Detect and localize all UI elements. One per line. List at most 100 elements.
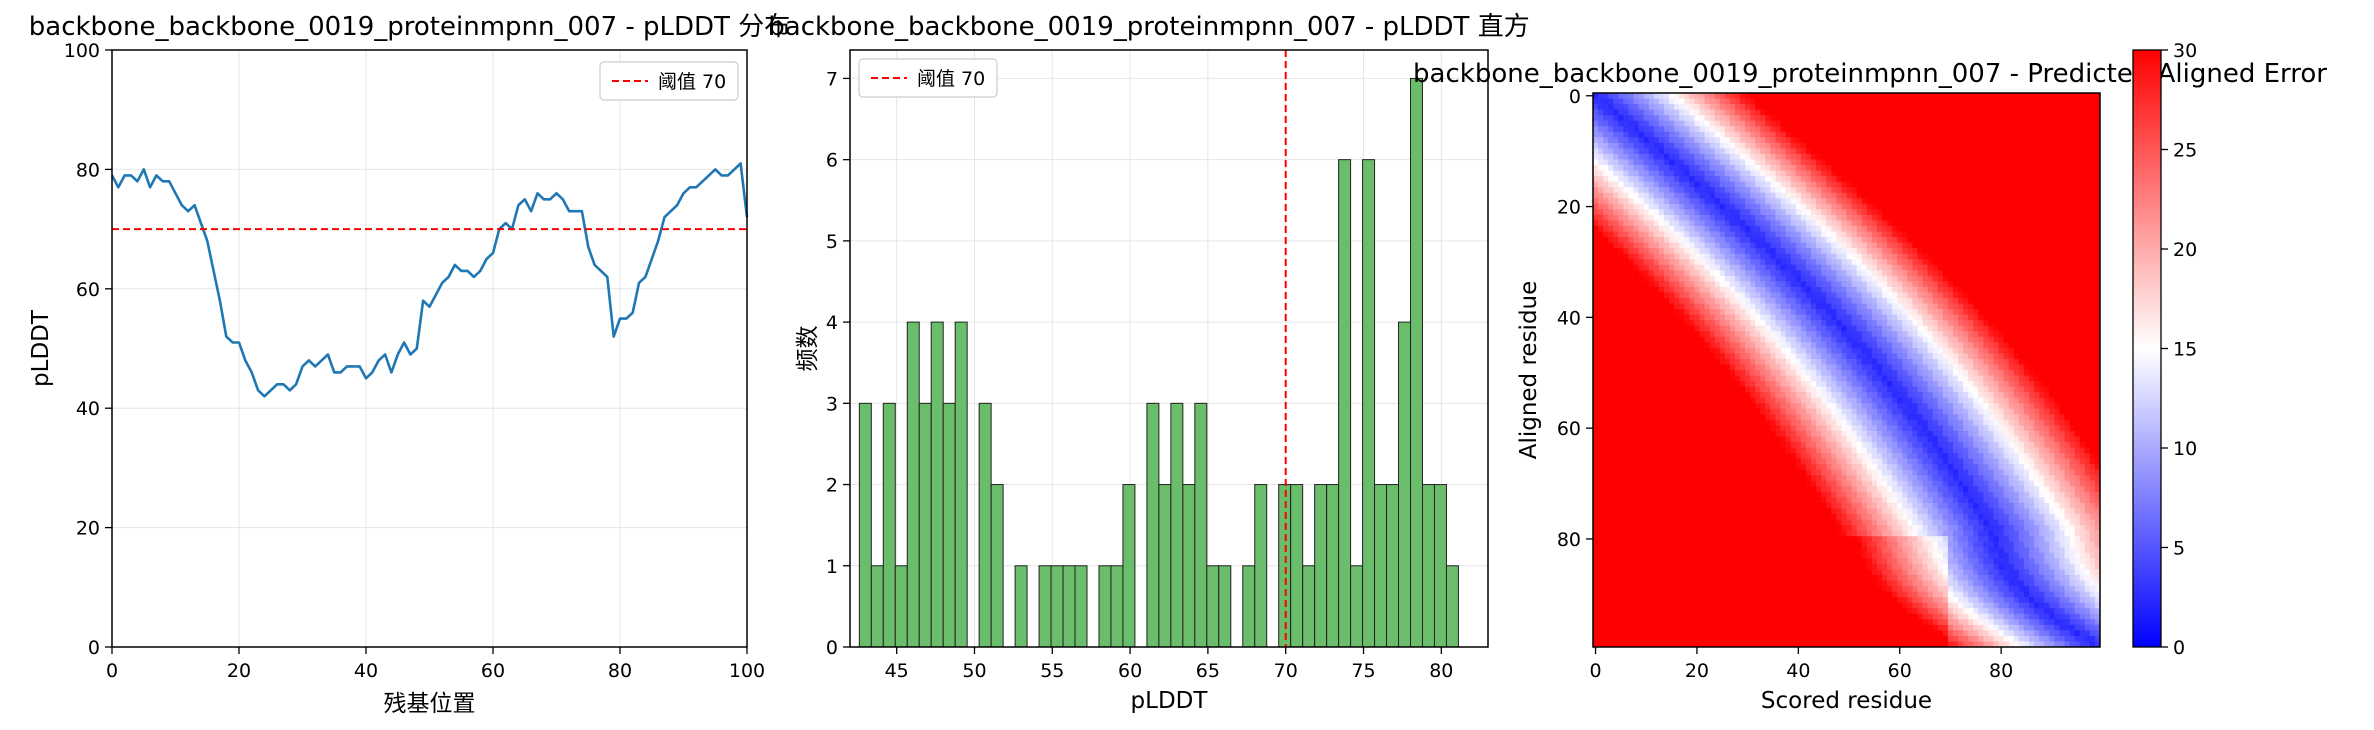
heatmap-cell [1658, 275, 1665, 282]
heatmap-cell [1963, 309, 1969, 315]
heatmap-cell [2049, 120, 2055, 127]
heatmap-cell [1724, 203, 1731, 210]
heatmap-cell [1826, 203, 1832, 210]
heatmap-cell [1876, 264, 1883, 271]
heatmap-cell [1765, 297, 1771, 304]
heatmap-cell [1795, 297, 1802, 304]
heatmap-cell [1973, 281, 1979, 288]
heatmap-cell [1684, 231, 1690, 238]
heatmap-cell [1836, 170, 1842, 177]
heatmap-cell [2094, 187, 2101, 194]
heatmap-cell [2094, 275, 2101, 282]
heatmap-cell [1795, 209, 1802, 216]
heatmap-cell [1699, 353, 1705, 360]
heatmap-cell [1856, 148, 1863, 155]
heatmap-cell [1694, 165, 1700, 171]
heatmap-cell [1593, 347, 1599, 354]
heatmap-cell [1932, 259, 1939, 266]
heatmap-cell [2089, 170, 2096, 177]
heatmap-cell [1912, 137, 1918, 144]
heatmap-cell [1968, 93, 1974, 99]
heatmap-cell [1643, 353, 1650, 360]
heatmap-cell [1765, 137, 1771, 144]
heatmap-cell [1963, 353, 1969, 360]
heatmap-cell [1785, 303, 1792, 310]
heatmap-cell [1694, 347, 1700, 354]
heatmap-cell [1811, 187, 1817, 194]
heatmap-cell [1983, 214, 1989, 221]
heatmap-cell [1709, 192, 1716, 199]
heatmap-cell [1719, 198, 1726, 205]
heatmap-cell [1826, 187, 1832, 194]
heatmap-cell [1831, 309, 1837, 315]
heatmap-cell [1947, 303, 1954, 310]
heatmap-cell [1866, 120, 1873, 127]
heatmap-cell [1968, 104, 1974, 111]
heatmap-cell [1745, 248, 1751, 255]
heatmap-cell [1623, 292, 1629, 299]
heatmap-cell [1729, 225, 1736, 232]
heatmap-cell [2054, 214, 2060, 221]
heatmap-cell [1709, 297, 1716, 304]
heatmap-cell [1988, 93, 1994, 99]
heatmap-cell [1805, 270, 1812, 277]
heatmap-cell [1836, 259, 1842, 266]
heatmap-cell [2008, 248, 2015, 255]
heatmap-cell [1831, 209, 1837, 216]
heatmap-cell [1658, 309, 1665, 315]
heatmap-cell [1983, 336, 1989, 343]
heatmap-cell [1770, 209, 1776, 216]
heatmap-cell [1598, 270, 1604, 277]
heatmap-cell [2034, 142, 2040, 149]
heatmap-cell [1805, 137, 1812, 144]
heatmap-cell [1907, 131, 1913, 138]
heatmap-cell [2084, 109, 2091, 116]
heatmap-cell [1775, 170, 1781, 177]
heatmap-cell [1861, 325, 1868, 332]
heatmap-cell [2044, 148, 2050, 155]
heatmap-cell [2003, 264, 2010, 271]
heatmap-cell [1932, 248, 1939, 255]
heatmap-cell [2079, 198, 2086, 205]
heatmap-cell [1973, 93, 1979, 99]
heatmap-cell [1623, 104, 1629, 111]
heatmap-cell [2023, 259, 2030, 266]
heatmap-cell [1795, 120, 1802, 127]
heatmap-cell [1816, 109, 1822, 116]
heatmap-cell [1917, 259, 1923, 266]
heatmap-cell [1674, 259, 1680, 266]
heatmap-cell [1724, 281, 1731, 288]
heatmap-cell [1643, 98, 1650, 105]
heatmap-cell [1816, 148, 1822, 155]
heatmap-cell [1927, 142, 1934, 149]
heatmap-cell [1598, 137, 1604, 144]
heatmap-cell [1780, 170, 1787, 177]
heatmap-cell [1932, 237, 1939, 243]
heatmap-cell [1922, 281, 1929, 288]
heatmap-cell [1922, 209, 1929, 216]
heatmap-cell [1679, 325, 1685, 332]
heatmap-cell [1638, 159, 1645, 166]
heatmap-cell [1745, 209, 1751, 216]
heatmap-cell [1740, 314, 1746, 321]
heatmap-cell [1704, 109, 1711, 116]
heatmap-cell [1988, 286, 1994, 293]
histogram-bars [858, 77, 1459, 648]
heatmap-cell [2039, 303, 2045, 310]
heatmap-cell [1643, 281, 1650, 288]
heatmap-cell [1932, 353, 1939, 360]
heatmap-cell [1836, 93, 1842, 99]
heatmap-cell [1942, 253, 1949, 260]
heatmap-cell [1613, 93, 1619, 99]
heatmap-cell [1816, 259, 1822, 266]
heatmap-cell [1993, 181, 1999, 188]
heatmap-cell [1734, 270, 1741, 277]
heatmap-cell [1902, 187, 1908, 194]
heatmap-cell [1907, 325, 1913, 332]
heatmap-cell [1684, 115, 1690, 122]
heatmap-cell [2074, 320, 2081, 327]
heatmap-cell [1998, 153, 2005, 160]
heatmap-cell [1628, 203, 1634, 210]
heatmap-cell [1750, 109, 1756, 116]
